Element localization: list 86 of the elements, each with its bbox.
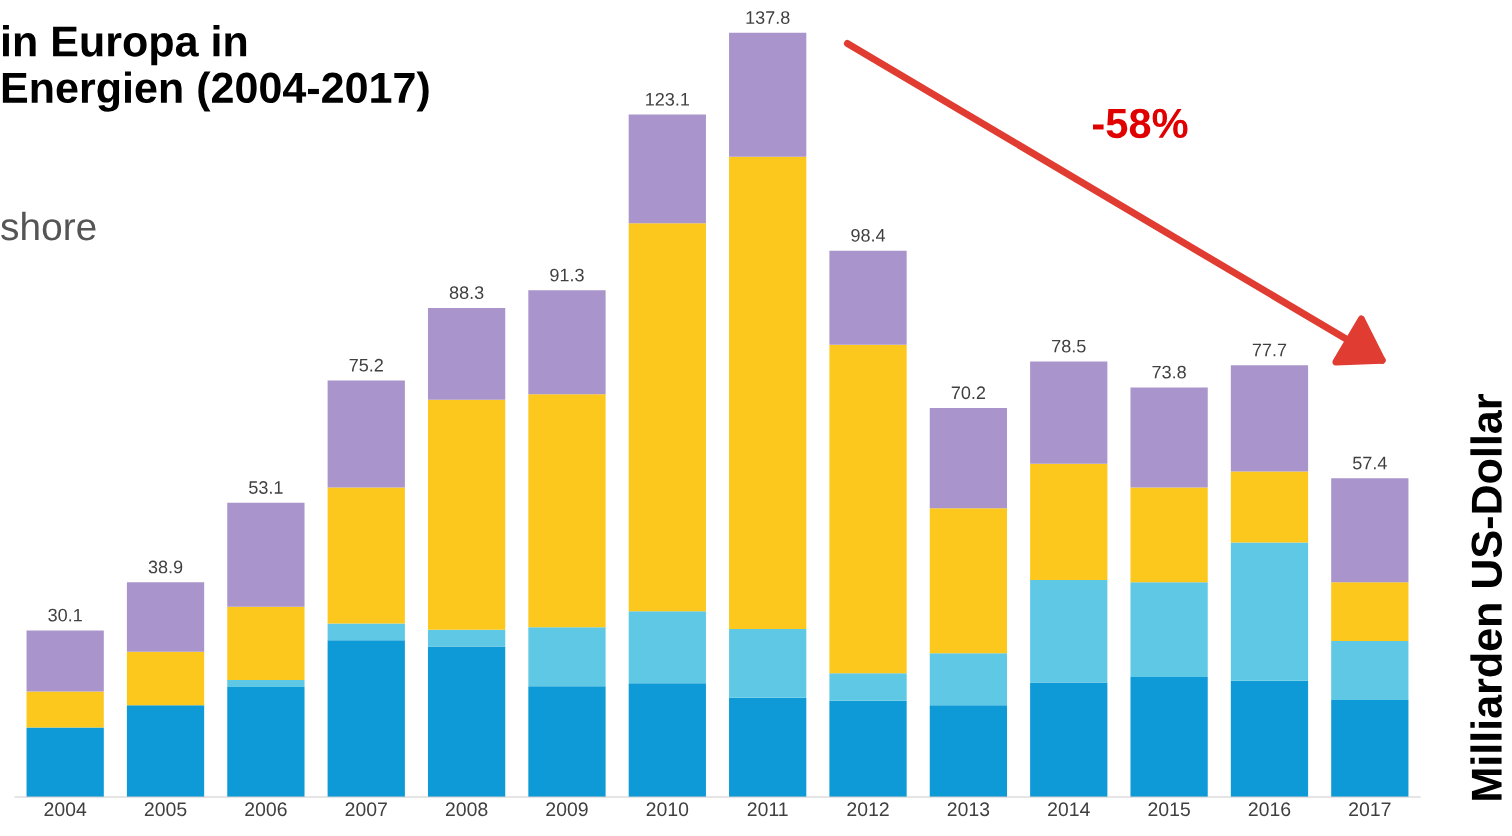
x-tick-label: 2016 <box>1248 802 1291 817</box>
bar <box>227 680 305 687</box>
x-tick-label: 2007 <box>345 802 387 817</box>
bar <box>929 705 1008 797</box>
bar <box>528 627 606 687</box>
annotation: 73.8 <box>1152 365 1186 379</box>
bar <box>227 686 305 797</box>
bar <box>1030 682 1108 797</box>
bar <box>327 487 405 624</box>
bar <box>829 673 907 701</box>
bar <box>427 646 506 797</box>
bar <box>628 114 706 224</box>
bar <box>628 223 706 612</box>
bar <box>126 582 205 652</box>
x-tick-label: 2012 <box>847 802 889 817</box>
x-tick-label: 2009 <box>546 802 588 817</box>
x-tick-label: 2010 <box>646 802 689 817</box>
bar <box>227 502 305 607</box>
bar <box>829 250 907 345</box>
bar <box>1030 463 1108 580</box>
bar <box>1130 677 1208 797</box>
bar <box>1130 387 1208 488</box>
annotation: 30.1 <box>48 608 82 622</box>
annotation: shore <box>1 211 96 241</box>
x-tick-label: 2013 <box>947 802 990 817</box>
bar <box>929 408 1008 509</box>
x-tick-label: 2005 <box>144 802 187 817</box>
bar <box>126 651 205 706</box>
bar <box>628 611 706 684</box>
bar <box>126 705 205 797</box>
bar <box>929 653 1008 706</box>
x-tick-label: 2008 <box>445 802 488 817</box>
bar <box>327 623 405 641</box>
x-tick-label: 2006 <box>245 802 287 817</box>
bar <box>729 697 807 797</box>
bar <box>1030 579 1108 683</box>
bar <box>729 32 807 157</box>
bar <box>729 628 807 698</box>
bar <box>1230 471 1309 543</box>
x-tick-label: 2017 <box>1349 802 1391 817</box>
bar <box>1130 487 1208 583</box>
x-tick-label: 2004 <box>44 802 87 817</box>
x-tick-label: 2015 <box>1148 802 1190 817</box>
x-tick-label: 2011 <box>747 802 788 817</box>
bar <box>1230 542 1309 681</box>
bar <box>1331 641 1409 700</box>
bar <box>1230 365 1309 472</box>
bar <box>528 394 606 628</box>
bar <box>628 683 706 797</box>
bar <box>829 700 907 797</box>
annotation: -58% <box>1092 108 1188 139</box>
bar <box>929 508 1008 654</box>
annotation: 77.7 <box>1252 343 1287 357</box>
bar <box>729 156 807 629</box>
annotation: 137.8 <box>746 11 790 24</box>
x-tick-label: 2014 <box>1048 802 1090 817</box>
annotation: 53.1 <box>249 481 283 494</box>
bar <box>26 630 104 692</box>
bar <box>1030 361 1108 464</box>
annotation: 123.1 <box>646 92 690 106</box>
bar <box>427 629 506 647</box>
bar <box>327 640 405 797</box>
annotation: 57.4 <box>1352 456 1387 470</box>
y-axis-title: Milliarden US-Dollar <box>1470 394 1502 800</box>
bar <box>829 344 907 674</box>
bar <box>1331 478 1409 583</box>
bar <box>26 727 104 797</box>
bar <box>26 691 104 728</box>
annotation: 88.3 <box>449 286 484 300</box>
chart-title: in Europa in Energien (2004-2017) <box>2 25 429 112</box>
bar <box>427 399 506 630</box>
annotation: 70.2 <box>951 386 986 400</box>
annotation: 98.4 <box>851 228 886 242</box>
annotation: 78.5 <box>1052 339 1086 353</box>
bar <box>528 686 606 797</box>
bar <box>1230 680 1309 797</box>
bar <box>1331 699 1409 797</box>
bar <box>427 307 506 400</box>
bar <box>227 606 305 681</box>
bar <box>1331 582 1409 642</box>
annotation: 75.2 <box>349 358 383 372</box>
bar <box>528 290 606 395</box>
bar <box>327 380 405 488</box>
bar <box>1130 582 1208 678</box>
annotation: 91.3 <box>550 268 584 282</box>
annotation: 38.9 <box>148 560 183 574</box>
